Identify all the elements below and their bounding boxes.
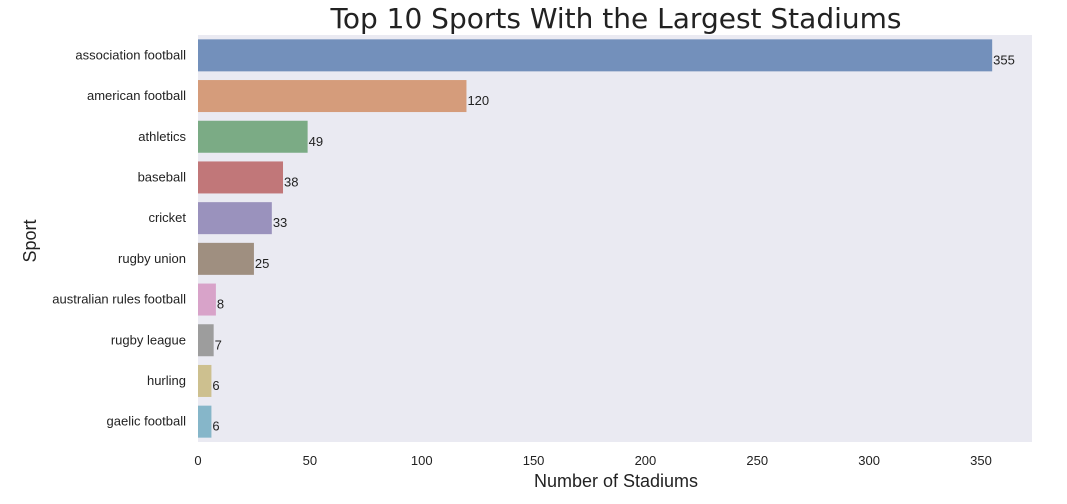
data-label-rugby-union: 25 <box>255 256 269 271</box>
data-label-rugby-league: 7 <box>215 337 222 352</box>
data-label-association-football: 355 <box>993 52 1015 67</box>
x-tick-150: 150 <box>523 453 545 468</box>
bar-rugby-league <box>198 324 214 357</box>
y-tick-association-football: association football <box>75 47 186 62</box>
y-tick-rugby-league: rugby league <box>111 332 186 347</box>
bar-australian-rules-football <box>198 283 216 316</box>
bar-american-football <box>198 80 467 113</box>
y-tick-athletics: athletics <box>138 129 186 144</box>
x-tick-250: 250 <box>746 453 768 468</box>
data-label-athletics: 49 <box>309 134 323 149</box>
y-tick-australian-rules-football: australian rules football <box>52 292 186 307</box>
data-labels-group: 355 120 49 38 33 25 8 7 6 6 <box>212 52 1014 433</box>
x-tick-labels: 0 50 100 150 200 250 300 350 <box>194 453 991 468</box>
chart-title: Top 10 Sports With the Largest Stadiums <box>330 2 902 35</box>
y-axis-label: Sport <box>20 219 40 262</box>
y-tick-gaelic-football: gaelic football <box>107 414 187 429</box>
data-label-gaelic-football: 6 <box>212 419 219 434</box>
x-tick-200: 200 <box>635 453 657 468</box>
x-tick-300: 300 <box>858 453 880 468</box>
y-tick-labels: association football american football ath… <box>52 47 186 428</box>
bars-group <box>198 39 993 438</box>
bar-association-football <box>198 39 993 72</box>
data-label-australian-rules-football: 8 <box>217 297 224 312</box>
bar-rugby-union <box>198 242 254 275</box>
data-label-american-football: 120 <box>467 93 489 108</box>
x-axis-label: Number of Stadiums <box>534 471 698 491</box>
bar-hurling <box>198 364 212 397</box>
data-label-baseball: 38 <box>284 174 298 189</box>
bar-baseball <box>198 161 284 194</box>
y-tick-baseball: baseball <box>138 169 187 184</box>
y-tick-american-football: american football <box>87 88 186 103</box>
bar-athletics <box>198 120 308 153</box>
bar-gaelic-football <box>198 405 212 438</box>
x-tick-350: 350 <box>970 453 992 468</box>
x-tick-0: 0 <box>194 453 201 468</box>
x-tick-100: 100 <box>411 453 433 468</box>
x-tick-50: 50 <box>303 453 317 468</box>
bar-cricket <box>198 202 272 235</box>
y-tick-cricket: cricket <box>148 210 186 225</box>
y-tick-rugby-union: rugby union <box>118 251 186 266</box>
data-label-hurling: 6 <box>212 378 219 393</box>
y-tick-hurling: hurling <box>147 373 186 388</box>
data-label-cricket: 33 <box>273 215 287 230</box>
